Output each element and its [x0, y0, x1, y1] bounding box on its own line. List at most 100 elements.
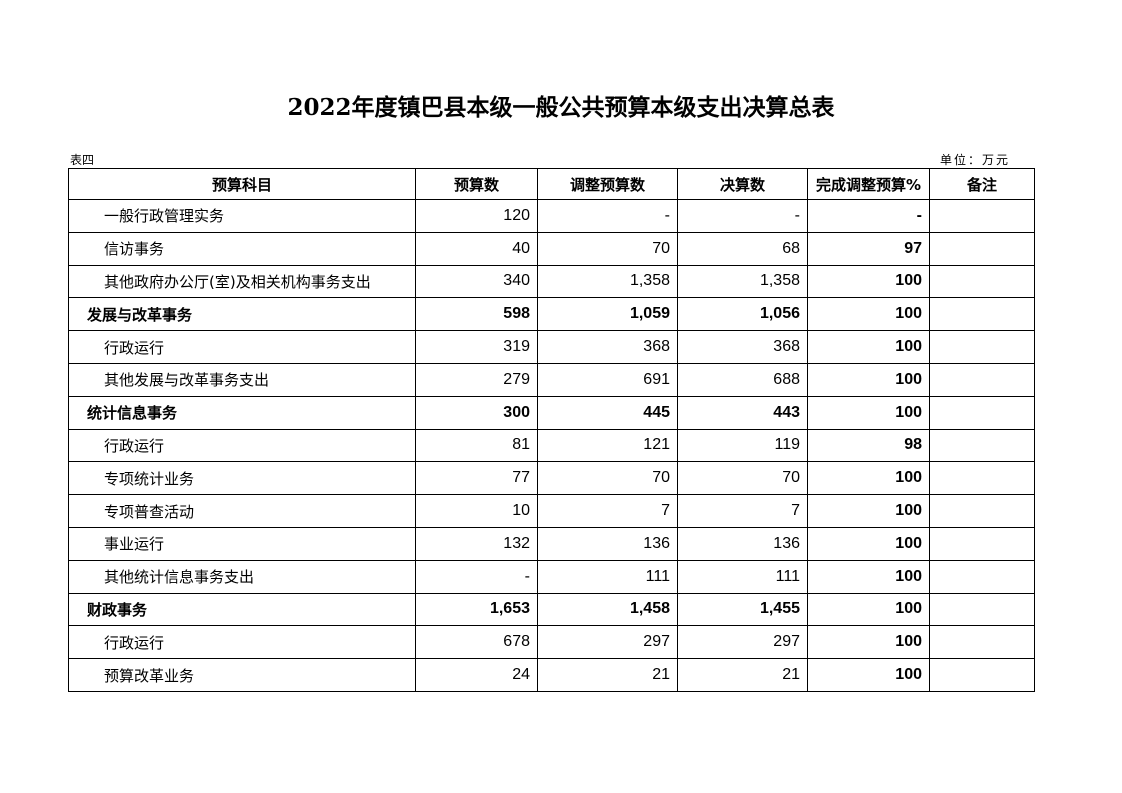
- row-note: [929, 461, 1035, 496]
- row-pct: 100: [807, 395, 930, 430]
- row-budget: 40: [415, 231, 538, 266]
- row-note: [929, 428, 1035, 463]
- table-row: 其他统计信息事务支出 -111 111 100: [68, 559, 1035, 594]
- row-pct: 100: [807, 592, 930, 627]
- row-pct: 100: [807, 625, 930, 660]
- row-budget: 678: [415, 625, 538, 660]
- table-row: 一般行政管理实务 120- - -: [68, 199, 1035, 233]
- row-final: 119: [677, 428, 808, 463]
- row-final: 111: [677, 559, 808, 594]
- row-budget: 319: [415, 330, 538, 364]
- table-row: 行政运行 81 121 119 98: [68, 428, 1035, 463]
- row-pct: 100: [807, 559, 930, 594]
- row-subject: 行政运行: [68, 625, 416, 660]
- table-row: 事业运行 132 136 136 100: [68, 526, 1035, 561]
- row-adjusted: 445: [537, 395, 678, 430]
- row-adjusted: 691: [537, 362, 678, 397]
- row-adjusted: 1,458: [537, 592, 678, 627]
- row-pct: 98: [807, 428, 930, 463]
- row-budget: 132: [415, 526, 538, 561]
- row-subject: 其他统计信息事务支出: [68, 559, 416, 594]
- row-note: [929, 494, 1035, 528]
- table-row: 预算改革业务 24 21 21 100: [68, 658, 1035, 692]
- row-pct: 100: [807, 264, 930, 299]
- row-pct: 97: [807, 231, 930, 266]
- header-pct: 完成调整预算%: [807, 168, 930, 200]
- row-note: [929, 658, 1035, 692]
- row-note: [929, 559, 1035, 594]
- row-adjusted: 70: [537, 461, 678, 496]
- row-final: 297: [677, 625, 808, 660]
- row-pct: 100: [807, 330, 930, 364]
- row-subject: 信访事务: [68, 231, 416, 266]
- row-subject: 行政运行: [68, 330, 416, 364]
- row-subject: 事业运行: [68, 526, 416, 561]
- row-subject: 发展与改革事务: [68, 297, 416, 332]
- row-final: 1,358: [677, 264, 808, 299]
- row-subject: 财政事务: [68, 592, 416, 627]
- row-adjusted: 1,059: [537, 297, 678, 332]
- row-final: 1,056: [677, 297, 808, 332]
- header-budget: 预算数: [415, 168, 538, 200]
- row-final: 7: [677, 494, 808, 528]
- row-budget: 77: [415, 461, 538, 496]
- row-subject: 统计信息事务: [68, 395, 416, 430]
- row-final: 443: [677, 395, 808, 430]
- table-label: 表四: [70, 153, 95, 167]
- row-adjusted: 7: [537, 494, 678, 528]
- row-note: [929, 362, 1035, 397]
- row-subject: 专项普查活动: [68, 494, 416, 528]
- row-budget: 24: [415, 658, 538, 692]
- row-final: 68: [677, 231, 808, 266]
- row-adjusted: -: [537, 199, 678, 233]
- row-subject: 行政运行: [68, 428, 416, 463]
- row-budget: 300: [415, 395, 538, 430]
- row-budget: 340: [415, 264, 538, 299]
- row-note: [929, 231, 1035, 266]
- row-note: [929, 526, 1035, 561]
- row-budget: 10: [415, 494, 538, 528]
- row-note: [929, 330, 1035, 364]
- row-adjusted: 136: [537, 526, 678, 561]
- row-budget: 120: [415, 199, 538, 233]
- budget-table: 预算科目 预算数 调整预算数 决算数 完成调整预算% 备注 一般行政管理实务 12…: [68, 168, 1035, 692]
- row-budget: 81: [415, 428, 538, 463]
- table-row: 信访事务 40 70 68 97: [68, 231, 1035, 266]
- row-subject: 预算改革业务: [68, 658, 416, 692]
- row-note: [929, 625, 1035, 660]
- row-note: [929, 199, 1035, 233]
- row-pct: 100: [807, 297, 930, 332]
- row-adjusted: 111: [537, 559, 678, 594]
- header-adjusted: 调整预算数: [537, 168, 678, 200]
- row-pct: 100: [807, 494, 930, 528]
- row-adjusted: 1,358: [537, 264, 678, 299]
- row-budget: 1,653: [415, 592, 538, 627]
- row-final: 70: [677, 461, 808, 496]
- row-adjusted: 70: [537, 231, 678, 266]
- row-final: 688: [677, 362, 808, 397]
- row-note: [929, 395, 1035, 430]
- row-subject: 专项统计业务: [68, 461, 416, 496]
- row-final: 136: [677, 526, 808, 561]
- header-subject: 预算科目: [68, 168, 416, 200]
- table-row: 行政运行 319 368 368 100: [68, 330, 1035, 364]
- table-row: 专项普查活动 10 7 7 100: [68, 494, 1035, 528]
- row-final: 368: [677, 330, 808, 364]
- row-pct: 100: [807, 362, 930, 397]
- row-pct: -: [807, 199, 930, 233]
- table-row: 统计信息事务 300 445 443 100: [68, 395, 1035, 430]
- table-row: 财政事务 1,653 1,458 1,455 100: [68, 592, 1035, 627]
- page-title: 2022年度镇巴县本级一般公共预算本级支出决算总表: [287, 94, 835, 121]
- row-budget: -: [415, 559, 538, 594]
- row-note: [929, 264, 1035, 299]
- table-row: 行政运行 678 297 297 100: [68, 625, 1035, 660]
- row-final: -: [677, 199, 808, 233]
- header-note: 备注: [929, 168, 1035, 200]
- table-row: 专项统计业务 77 70 70 100: [68, 461, 1035, 496]
- row-subject: 其他政府办公厅(室)及相关机构事务支出: [68, 264, 416, 299]
- row-pct: 100: [807, 526, 930, 561]
- row-note: [929, 297, 1035, 332]
- row-adjusted: 297: [537, 625, 678, 660]
- table-row: 其他发展与改革事务支出 279 691 688 100: [68, 362, 1035, 397]
- header-row: 预算科目 预算数 调整预算数 决算数 完成调整预算% 备注: [68, 168, 1035, 200]
